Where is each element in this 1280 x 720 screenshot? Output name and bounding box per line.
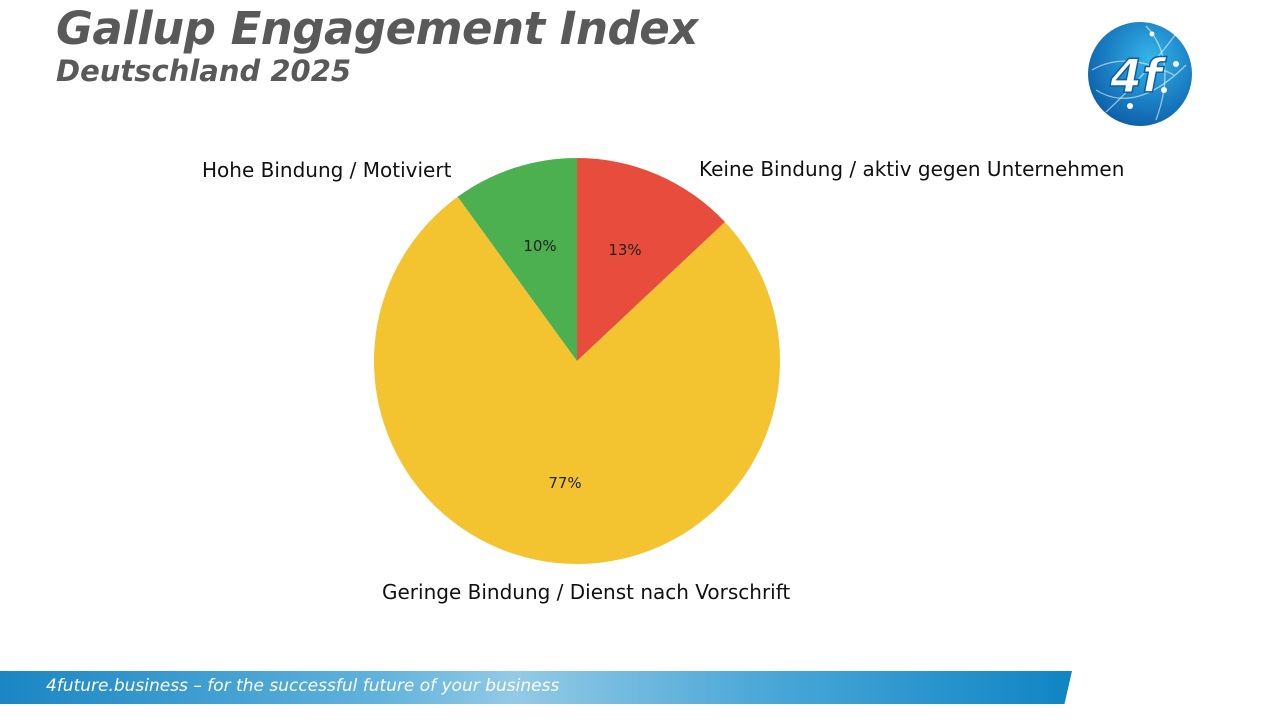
footer-tagline: 4future.business – for the successful fu… — [46, 676, 560, 696]
label-keine-bindung: Keine Bindung / aktiv gegen Unternehmen — [699, 157, 1125, 181]
page-subtitle: Deutschland 2025 — [56, 54, 352, 88]
label-hohe-bindung: Hohe Bindung / Motiviert — [202, 158, 452, 182]
slice-keine-bindung — [577, 158, 725, 361]
4f-logo-icon: 4f — [1088, 22, 1192, 126]
page-title: Gallup Engagement Index — [56, 2, 698, 55]
footer-banner: 4future.business – for the successful fu… — [0, 671, 1072, 704]
svg-text:4f: 4f — [1109, 49, 1167, 103]
value-label-geringe-bindung: 77% — [548, 474, 582, 492]
value-label-keine-bindung: 13% — [608, 241, 642, 259]
slice-geringe-bindung — [374, 196, 780, 565]
value-label-hohe-bindung: 10% — [523, 237, 557, 255]
label-geringe-bindung: Geringe Bindung / Dienst nach Vorschrift — [382, 580, 791, 604]
slice-hohe-bindung — [457, 158, 577, 361]
